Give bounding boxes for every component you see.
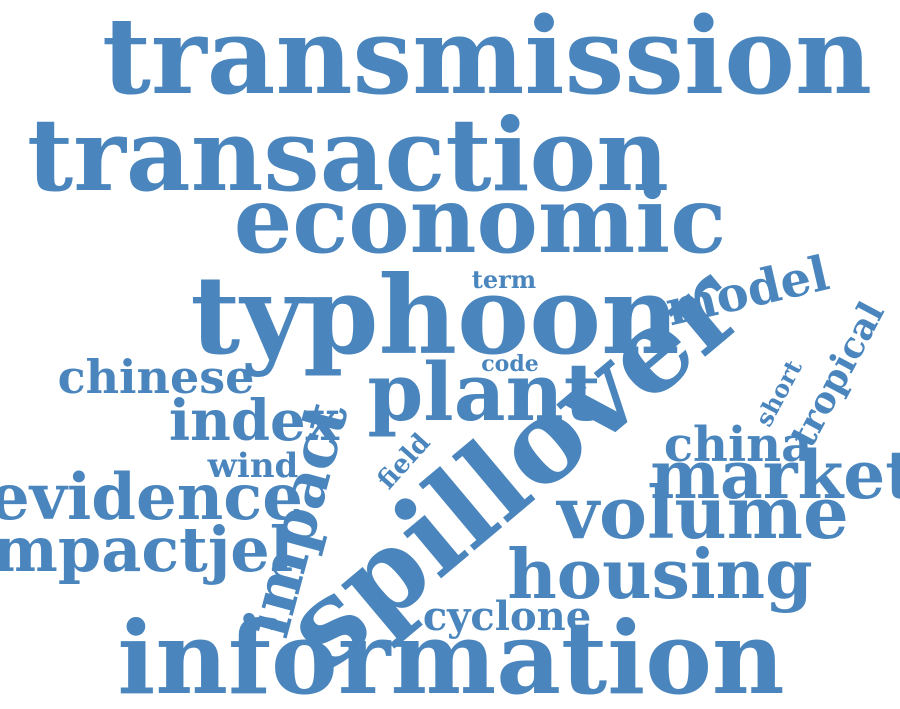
word-plant: plant	[367, 345, 600, 439]
word-index: index	[169, 388, 340, 454]
word-cyclone: cyclone	[423, 593, 591, 640]
word-typhoon: typhoon	[190, 253, 679, 379]
word-wind: wind	[207, 446, 299, 486]
word-transmission: transmission	[102, 0, 872, 118]
word-chinese: chinese	[58, 350, 255, 404]
word-information: information	[117, 599, 784, 709]
word-code: code	[481, 351, 538, 377]
word-impactjel: impactjel	[0, 513, 293, 586]
word-housing: housing	[507, 535, 812, 615]
word-transaction: transaction	[27, 96, 669, 214]
word-term: term	[472, 265, 536, 294]
word-evidence: evidence	[0, 460, 303, 535]
word-economic: economic	[234, 166, 726, 274]
word-market: market	[650, 436, 900, 514]
word-china: china	[664, 417, 812, 473]
word-volume: volume	[555, 470, 849, 555]
